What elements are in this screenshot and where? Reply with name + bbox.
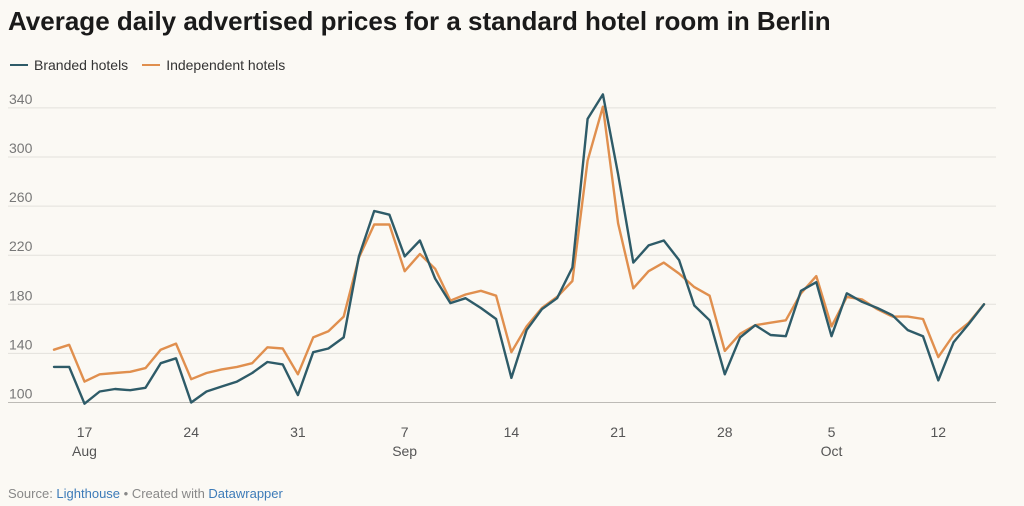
x-tick-label: 17: [77, 424, 93, 440]
datawrapper-link[interactable]: Datawrapper: [208, 486, 283, 501]
legend-swatch-independent: [142, 64, 161, 66]
y-tick-label: 180: [9, 287, 33, 303]
legend-item-independent: Independent hotels: [142, 57, 285, 73]
x-tick-label: 28: [717, 424, 733, 440]
y-tick-label: 100: [9, 386, 33, 402]
footer: Source: Lighthouse • Created with Datawr…: [8, 486, 283, 501]
x-tick-label: 14: [504, 424, 520, 440]
x-tick-label: 21: [610, 424, 626, 440]
legend-label-independent: Independent hotels: [166, 57, 286, 73]
legend-item-branded: Branded hotels: [10, 57, 128, 73]
source-prefix: Source:: [8, 486, 57, 501]
footer-separator: • Created with: [120, 486, 209, 501]
x-tick-label: 31: [290, 424, 306, 440]
legend-label-branded: Branded hotels: [34, 57, 129, 73]
series-line-independent: [52, 105, 986, 383]
y-tick-label: 140: [9, 336, 33, 352]
x-month-label: Oct: [821, 443, 843, 459]
line-chart: 100 140 180 220 260 300 340 17 Aug 24 31 7 Sep 14 21 28…: [8, 91, 996, 459]
x-tick-label: 24: [183, 424, 199, 440]
source-link[interactable]: Lighthouse: [56, 486, 121, 501]
y-tick-label: 340: [9, 91, 33, 107]
x-month-label: Sep: [392, 443, 417, 459]
legend: Branded hotels Independent hotels: [10, 57, 299, 73]
y-tick-label: 220: [9, 238, 33, 254]
x-tick-label: 5: [828, 424, 836, 440]
series-line-branded: [52, 93, 986, 405]
legend-swatch-branded: [10, 64, 28, 66]
y-tick-label: 300: [9, 140, 33, 156]
y-tick-label: 260: [9, 189, 33, 205]
x-tick-label: 7: [401, 424, 409, 440]
x-month-label: Aug: [72, 443, 97, 459]
x-tick-label: 12: [930, 424, 946, 440]
chart-title: Average daily advertised prices for a st…: [8, 6, 831, 36]
